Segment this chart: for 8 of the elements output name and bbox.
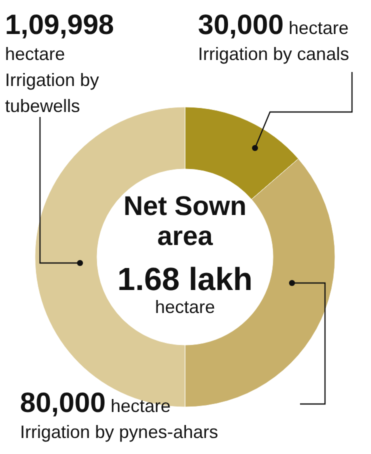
text: 1.68 lakh hectare xyxy=(117,261,253,317)
slice-label: Irrigation by canals xyxy=(198,44,350,64)
data-label: 80,000 hectare xyxy=(20,387,171,418)
data-label: 1,09,998 hectare xyxy=(5,9,114,64)
data-label: 30,000 hectare xyxy=(198,9,349,40)
slice-label: Irrigation by pynes-ahars xyxy=(20,422,218,442)
text: Net Sown area xyxy=(123,191,247,251)
slice-label: Irrigation by tubewells xyxy=(5,70,100,116)
